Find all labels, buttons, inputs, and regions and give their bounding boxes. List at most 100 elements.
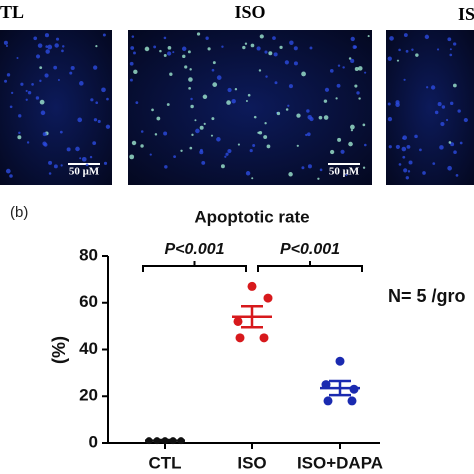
micrograph — [0, 30, 112, 185]
nucleus — [17, 135, 22, 140]
micrograph — [386, 30, 474, 185]
nucleus — [39, 79, 42, 83]
nucleus — [445, 118, 449, 122]
nucleus — [362, 123, 366, 127]
nucleus — [395, 144, 400, 149]
nucleus — [81, 156, 87, 162]
nucleus — [306, 109, 310, 113]
nucleus — [447, 37, 452, 42]
bracket — [142, 261, 247, 272]
nucleus — [348, 141, 353, 147]
nucleus — [203, 122, 206, 125]
bracket — [257, 261, 363, 272]
nucleus — [337, 64, 341, 67]
nucleus — [163, 131, 168, 136]
nucleus — [131, 140, 137, 146]
nucleus — [103, 161, 108, 165]
nucleus — [323, 115, 329, 120]
nucleus — [202, 94, 208, 100]
scale-label: 50 μM — [329, 166, 360, 178]
nucleus — [419, 148, 422, 152]
nucleus — [364, 143, 367, 147]
nucleus — [93, 65, 98, 70]
scale-label: 50 μM — [69, 166, 100, 178]
dot — [263, 293, 273, 303]
nucleus — [245, 171, 251, 176]
nucleus — [18, 114, 22, 118]
x-tick-label: ISO — [237, 453, 266, 472]
nucleus — [195, 128, 200, 134]
nucleus — [199, 125, 204, 130]
nucleus — [31, 83, 34, 86]
nucleus — [422, 171, 426, 175]
nucleus — [398, 163, 402, 166]
nucleus — [439, 145, 444, 150]
nucleus — [348, 57, 352, 60]
nucleus — [432, 162, 436, 165]
nucleus — [180, 149, 183, 152]
nucleus — [350, 129, 354, 132]
micrograph — [128, 30, 372, 185]
nucleus — [306, 132, 311, 137]
nucleus — [358, 97, 361, 100]
nucleus — [362, 166, 366, 169]
nucleus — [9, 105, 13, 109]
panel-label: (b) — [10, 204, 28, 221]
nucleus — [140, 130, 144, 133]
nucleus — [389, 36, 394, 41]
nucleus — [42, 132, 47, 137]
nucleus — [11, 91, 14, 95]
nucleus — [436, 48, 440, 51]
nucleus — [448, 141, 452, 144]
nucleus — [224, 155, 227, 158]
nucleus — [167, 46, 172, 50]
nucleus — [190, 104, 194, 109]
nucleus — [356, 91, 360, 95]
nucleus — [284, 60, 289, 65]
nucleus — [4, 79, 8, 83]
nucleus — [189, 68, 192, 71]
nucleus — [48, 172, 52, 175]
nucleus — [265, 75, 268, 78]
nucleus — [398, 48, 401, 52]
nucleus — [323, 99, 328, 103]
nucleus — [129, 78, 133, 82]
nucleus — [184, 65, 188, 69]
nucleus — [220, 164, 225, 169]
nucleus — [424, 34, 430, 40]
nucleus — [35, 54, 41, 59]
y-tick-label: 40 — [79, 339, 98, 358]
nucleus — [154, 133, 158, 136]
nucleus — [250, 43, 255, 48]
nucleus — [159, 49, 162, 53]
nucleus — [151, 108, 154, 112]
nucleus — [45, 45, 48, 48]
nucleus — [264, 122, 267, 125]
nucleus — [173, 155, 177, 159]
nucleus — [288, 84, 293, 89]
nucleus — [388, 145, 392, 149]
nucleus — [352, 45, 357, 49]
nucleus — [231, 99, 236, 104]
nucleus — [430, 85, 436, 90]
nucleus — [263, 135, 268, 140]
nucleus — [53, 164, 58, 169]
nucleus — [414, 134, 418, 139]
nucleus — [57, 78, 60, 82]
nucleus — [340, 149, 345, 154]
nucleus — [18, 131, 21, 135]
nucleus — [188, 86, 191, 90]
nucleus — [234, 88, 238, 91]
nucleus — [401, 146, 407, 152]
nucleus — [247, 93, 251, 97]
y-tick-label: 80 — [79, 245, 98, 264]
nucleus — [293, 46, 298, 51]
nucleus — [354, 84, 358, 88]
nucleus — [259, 34, 264, 39]
nucleus — [449, 101, 454, 106]
nucleus — [221, 45, 224, 48]
annotation: P<0.001 — [280, 241, 340, 258]
nucleus — [350, 58, 355, 64]
nucleus — [395, 100, 400, 105]
